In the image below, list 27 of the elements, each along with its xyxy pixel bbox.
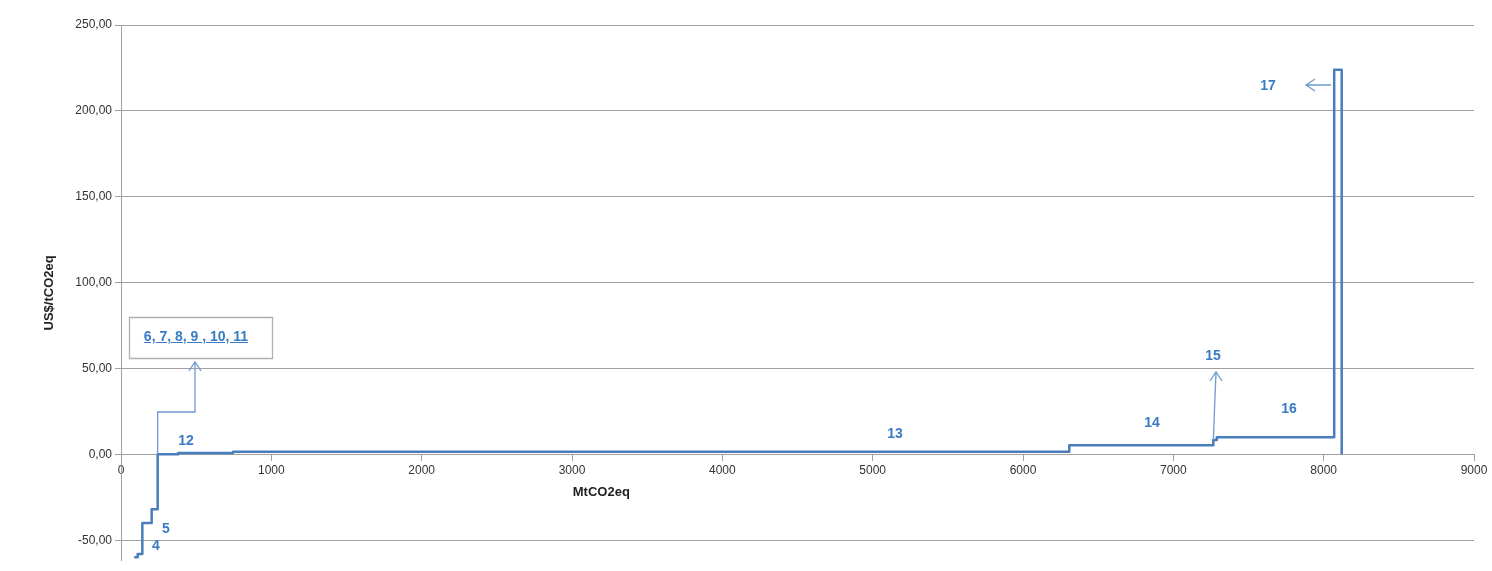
- y-axis-title: US$/tCO2eq: [41, 255, 57, 331]
- y-tick-label: 200,00: [75, 103, 113, 118]
- x-tick-label: 5000: [859, 462, 887, 477]
- y-tick-label: 50,00: [81, 360, 113, 375]
- x-tick-label: 3000: [558, 462, 586, 477]
- x-tick-label: 4000: [708, 462, 736, 477]
- annotation: 12: [178, 432, 194, 448]
- annotation: 16: [1281, 400, 1297, 416]
- annotation: 5: [162, 520, 170, 536]
- y-tick-label: -50,00: [77, 532, 113, 547]
- y-tick-label: 150,00: [75, 189, 113, 204]
- y-tick-label: 100,00: [75, 274, 113, 289]
- annotation: 6, 7, 8, 9 , 10, 11: [143, 328, 249, 344]
- x-tick-label: 7000: [1159, 462, 1187, 477]
- annotation: 15: [1205, 347, 1221, 363]
- x-tick-label: 6000: [1009, 462, 1037, 477]
- y-tick-label: 250,00: [75, 17, 113, 32]
- x-tick-label: 9000: [1460, 462, 1488, 477]
- annotation: 17: [1260, 77, 1276, 93]
- annotation: 4: [152, 537, 160, 553]
- x-tick-label: 2000: [408, 462, 436, 477]
- x-tick-label: 1000: [257, 462, 285, 477]
- annotation: 14: [1144, 414, 1160, 430]
- x-axis-title: MtCO2eq: [572, 483, 630, 499]
- x-tick-label: 8000: [1310, 462, 1338, 477]
- y-tick-label: 0,00: [88, 446, 113, 461]
- annotation: 13: [887, 425, 903, 441]
